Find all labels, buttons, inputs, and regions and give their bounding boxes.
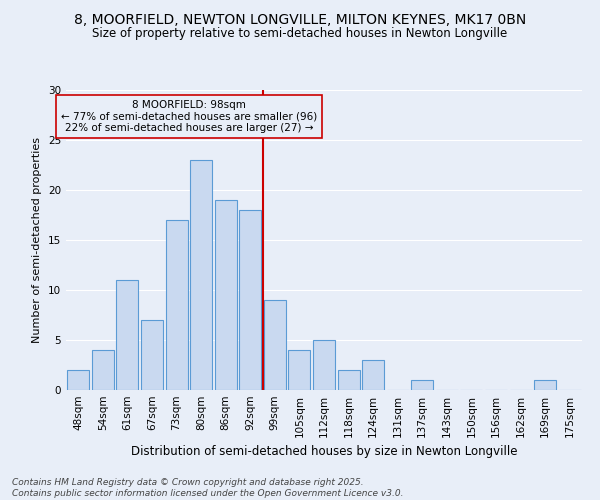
Bar: [67, 370, 89, 390]
Text: Size of property relative to semi-detached houses in Newton Longville: Size of property relative to semi-detach…: [92, 28, 508, 40]
Bar: [289, 350, 310, 390]
Text: Contains HM Land Registry data © Crown copyright and database right 2025.
Contai: Contains HM Land Registry data © Crown c…: [12, 478, 404, 498]
X-axis label: Distribution of semi-detached houses by size in Newton Longville: Distribution of semi-detached houses by …: [131, 446, 517, 458]
Bar: [166, 220, 188, 390]
Bar: [141, 320, 163, 390]
Bar: [215, 200, 237, 390]
Bar: [534, 380, 556, 390]
Bar: [116, 280, 139, 390]
Text: 8, MOORFIELD, NEWTON LONGVILLE, MILTON KEYNES, MK17 0BN: 8, MOORFIELD, NEWTON LONGVILLE, MILTON K…: [74, 12, 526, 26]
Bar: [338, 370, 359, 390]
Y-axis label: Number of semi-detached properties: Number of semi-detached properties: [32, 137, 43, 343]
Bar: [239, 210, 262, 390]
Bar: [313, 340, 335, 390]
Bar: [264, 300, 286, 390]
Text: 8 MOORFIELD: 98sqm
← 77% of semi-detached houses are smaller (96)
22% of semi-de: 8 MOORFIELD: 98sqm ← 77% of semi-detache…: [61, 100, 317, 133]
Bar: [411, 380, 433, 390]
Bar: [190, 160, 212, 390]
Bar: [362, 360, 384, 390]
Bar: [92, 350, 114, 390]
